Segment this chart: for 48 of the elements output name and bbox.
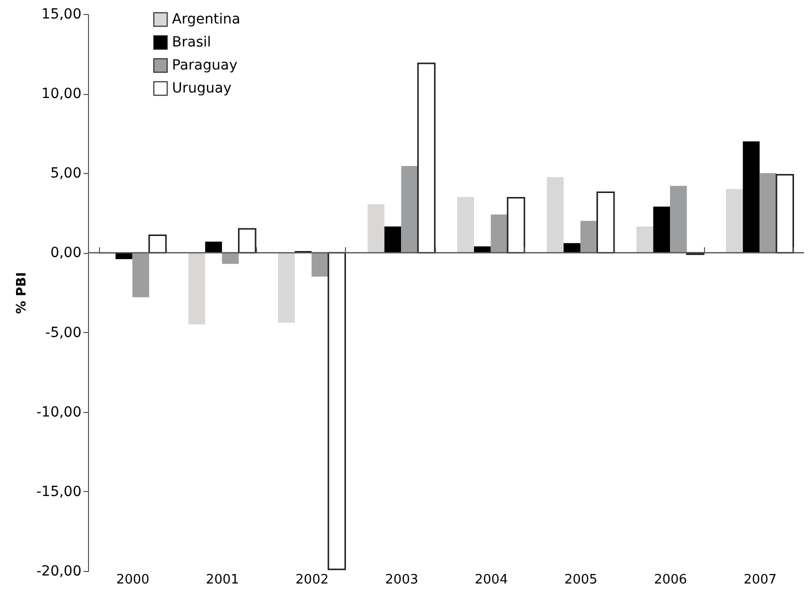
bar — [312, 252, 328, 277]
bar — [546, 177, 564, 253]
bar — [580, 220, 598, 253]
bar — [368, 204, 384, 253]
bar — [328, 252, 346, 570]
bar — [278, 252, 295, 323]
bar — [417, 62, 436, 254]
y-tick-label: 5,00 — [50, 166, 82, 182]
bar — [132, 252, 150, 298]
x-tick-label: 2004 — [474, 572, 508, 588]
bar — [760, 173, 776, 253]
bar — [742, 141, 760, 253]
x-tick-label: 2000 — [116, 572, 150, 588]
legend-label: Uruguay — [172, 80, 232, 96]
bar — [653, 206, 670, 253]
bar — [457, 197, 474, 253]
bar — [596, 191, 615, 254]
y-axis-title: % PBI — [14, 272, 30, 314]
y-tick-label: 0,00 — [50, 245, 82, 262]
legend-label: Brasil — [172, 34, 212, 50]
y-tick-label: -15,00 — [36, 484, 82, 500]
x-tick-label: 2002 — [296, 572, 329, 588]
bar — [205, 242, 222, 253]
bar — [636, 226, 654, 253]
y-tick-label: -5,00 — [45, 324, 82, 341]
bar — [726, 189, 743, 253]
legend-label: Paraguay — [172, 58, 238, 74]
x-tick-label: 2007 — [744, 572, 777, 588]
y-tick-label: -10,00 — [36, 404, 82, 420]
y-tick-label: 15,00 — [41, 6, 82, 22]
x-tick-label: 2005 — [564, 572, 598, 588]
bar — [490, 214, 508, 253]
bar — [238, 228, 256, 254]
legend-label: Argentina — [172, 12, 240, 28]
bar — [188, 252, 206, 324]
bar — [506, 197, 526, 254]
y-tick-label: -20,00 — [36, 564, 82, 580]
x-tick-label: 2003 — [385, 572, 418, 588]
y-tick-label: 10,00 — [41, 86, 82, 102]
bar — [148, 234, 167, 254]
bar — [564, 243, 580, 253]
x-tick-label: 2001 — [206, 572, 240, 588]
bar — [222, 252, 239, 264]
x-tick-label: 2006 — [654, 572, 688, 588]
bar — [670, 186, 687, 253]
bar — [384, 226, 402, 253]
bar — [776, 174, 794, 254]
bar — [401, 166, 418, 253]
